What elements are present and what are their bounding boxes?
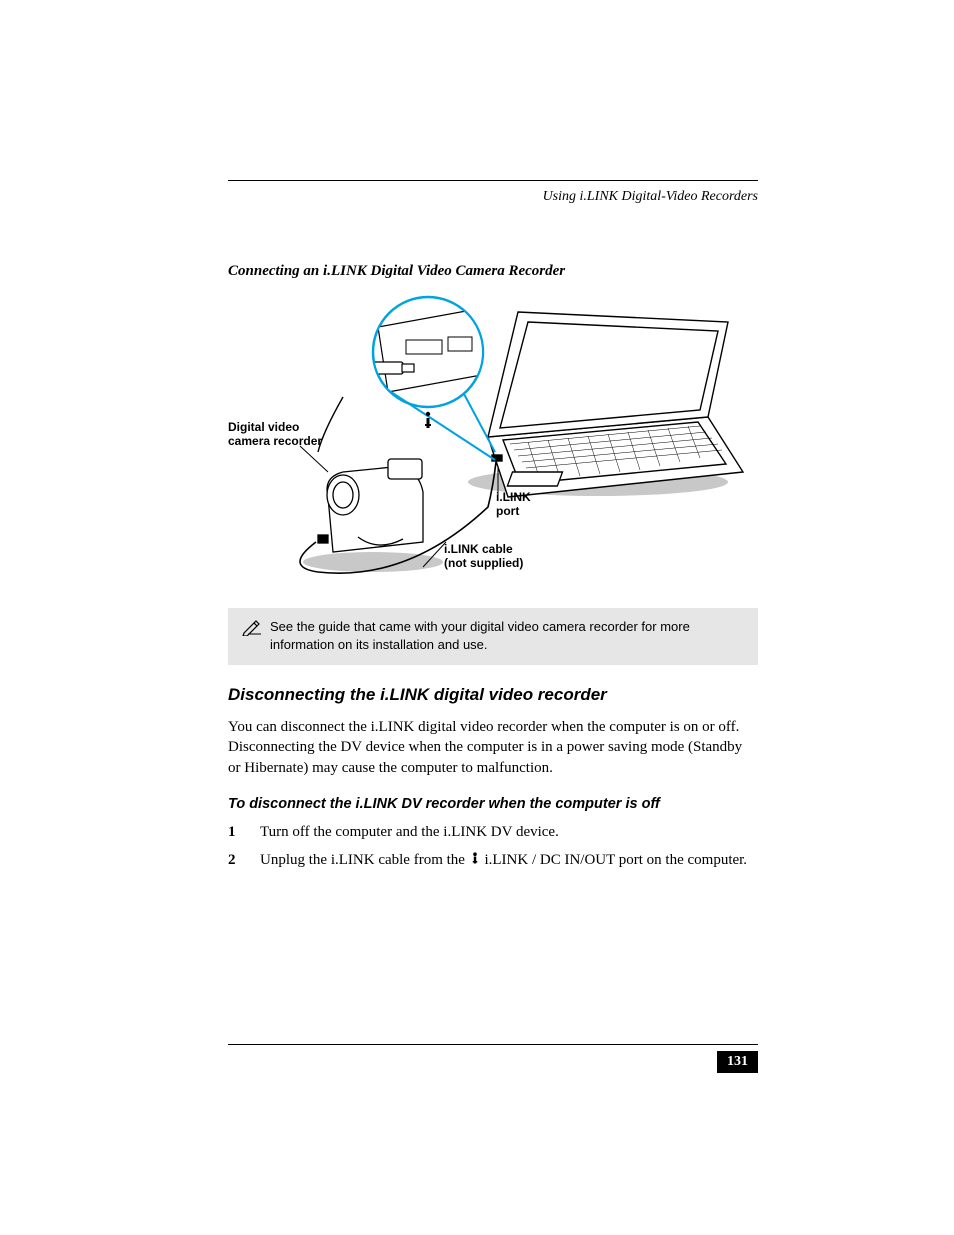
figure-caption: Connecting an i.LINK Digital Video Camer… — [228, 263, 758, 280]
list-item: 1 Turn off the computer and the i.LINK D… — [228, 822, 758, 842]
note-text: See the guide that came with your digita… — [270, 618, 744, 653]
step-text: Turn off the computer and the i.LINK DV … — [260, 822, 758, 842]
top-rule — [228, 180, 758, 181]
camcorder-icon — [303, 459, 443, 572]
note-icon — [242, 618, 262, 653]
label-camera: Digital videocamera recorder — [228, 420, 322, 449]
step-number: 1 — [228, 822, 260, 842]
subsection-title: To disconnect the i.LINK DV recorder whe… — [228, 796, 758, 812]
section-title: Disconnecting the i.LINK digital video r… — [228, 685, 758, 705]
page-content: Using i.LINK Digital-Video Recorders Con… — [228, 180, 758, 880]
step-number: 2 — [228, 850, 260, 872]
port-callout — [338, 297, 498, 460]
footer-rule — [228, 1044, 758, 1045]
connection-diagram: Digital videocamera recorder i.LINKport … — [228, 292, 758, 582]
ilink-symbol-icon — [425, 412, 431, 428]
list-item: 2 Unplug the i.LINK cable from the i.LIN… — [228, 850, 758, 872]
note-box: See the guide that came with your digita… — [228, 608, 758, 665]
page-footer: 131 — [228, 1044, 758, 1073]
section-body: You can disconnect the i.LINK digital vi… — [228, 717, 758, 778]
label-port: i.LINKport — [496, 490, 531, 519]
steps-list: 1 Turn off the computer and the i.LINK D… — [228, 822, 758, 873]
step-text: Unplug the i.LINK cable from the i.LINK … — [260, 850, 758, 872]
laptop-icon — [468, 312, 743, 497]
running-header: Using i.LINK Digital-Video Recorders — [228, 189, 758, 205]
ilink-glyph-icon — [471, 852, 479, 872]
page-number: 131 — [717, 1051, 758, 1073]
label-cable: i.LINK cable(not supplied) — [444, 542, 523, 571]
